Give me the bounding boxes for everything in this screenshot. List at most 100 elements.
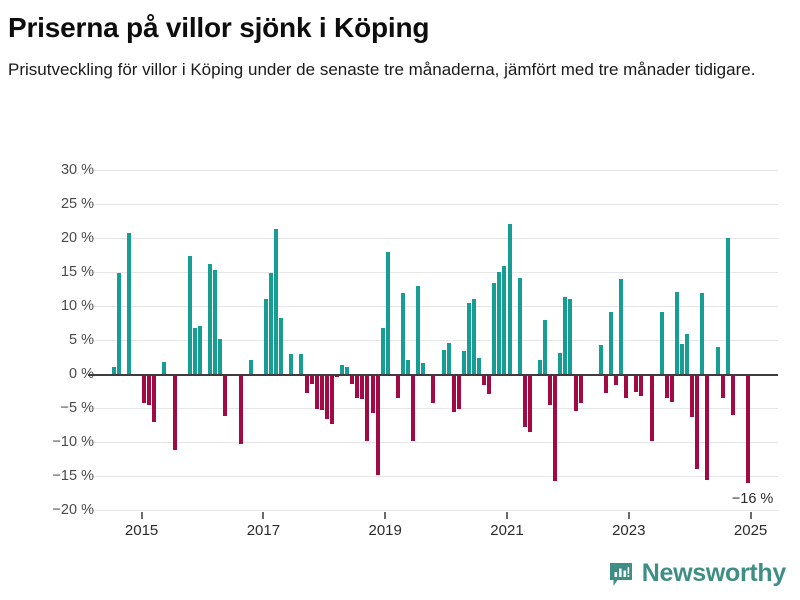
bar — [213, 269, 218, 374]
bar — [522, 374, 527, 428]
bar — [482, 374, 487, 385]
bar — [502, 265, 507, 374]
bar — [192, 328, 197, 374]
x-axis: 2015 2017 2019 2021 2023 2025 — [88, 510, 778, 550]
bar — [360, 374, 365, 400]
bar — [705, 374, 710, 481]
bar — [365, 374, 370, 442]
logo-wordmark: Newsworthy — [641, 559, 787, 587]
bar — [573, 374, 578, 412]
bar — [304, 374, 309, 394]
bar — [299, 354, 304, 374]
bar — [208, 263, 213, 374]
bar — [187, 256, 192, 374]
bar — [142, 374, 147, 404]
x-axis-tick-label: 2023 — [612, 522, 646, 539]
bar — [507, 224, 512, 374]
bar — [492, 282, 497, 374]
y-axis-tick-label: 15 % — [60, 264, 94, 280]
bar — [690, 374, 695, 417]
bar — [634, 374, 639, 393]
x-axis-tick-mark — [627, 512, 630, 519]
x-axis-tick-label: 2017 — [246, 522, 281, 539]
gridline — [88, 476, 778, 477]
bar — [466, 302, 471, 374]
bar — [411, 374, 416, 441]
bar — [497, 272, 502, 374]
bar — [680, 344, 685, 374]
bar — [451, 374, 456, 413]
bar — [172, 374, 177, 451]
bar — [558, 352, 563, 374]
bar — [395, 374, 400, 398]
bar — [563, 297, 568, 374]
bar — [355, 374, 360, 399]
bar — [248, 360, 253, 374]
gridline — [88, 510, 778, 511]
bar — [319, 374, 324, 411]
x-axis-tick-label: 2025 — [733, 522, 768, 539]
bar — [289, 353, 294, 374]
y-axis-tick-label: −20 % — [52, 502, 94, 518]
y-axis-tick-label: −5 % — [60, 400, 94, 416]
bar — [669, 374, 674, 402]
bar — [725, 238, 730, 374]
bar — [477, 358, 482, 374]
bar — [649, 374, 654, 442]
bar — [446, 343, 451, 374]
gridline — [88, 442, 778, 443]
bar — [197, 326, 202, 374]
bar — [659, 312, 664, 374]
bar — [695, 374, 700, 469]
bar — [406, 360, 411, 374]
bar — [370, 374, 375, 414]
bar — [746, 374, 751, 483]
bar — [400, 293, 405, 374]
chart-container: 30 % 25 % 20 % 15 % 10 % 5 % 0 % −5 % −10 % −15 %… — [0, 160, 800, 540]
bar — [720, 374, 725, 399]
bar — [517, 278, 522, 374]
zero-axis-line — [88, 374, 778, 376]
bar — [329, 374, 334, 425]
plot-area — [88, 170, 778, 511]
bar — [162, 362, 167, 374]
bar — [664, 374, 669, 398]
bar — [548, 374, 553, 406]
value-annotation: −16 % — [731, 490, 774, 507]
bar — [614, 374, 619, 385]
bar — [345, 366, 350, 374]
bar — [416, 286, 421, 374]
x-axis-tick-label: 2019 — [368, 522, 402, 539]
y-axis-tick-label: 30 % — [60, 162, 94, 178]
bar — [700, 293, 705, 374]
bar — [238, 374, 243, 445]
bars-group — [88, 170, 778, 510]
bar — [487, 374, 492, 394]
x-axis-tick-mark — [749, 512, 752, 519]
y-axis-tick-label: 25 % — [60, 196, 94, 212]
bar — [441, 350, 446, 374]
page-title: Priserna på villor sjönk i Köping — [8, 12, 430, 43]
x-axis-tick-mark — [140, 512, 143, 519]
gridline — [88, 170, 778, 171]
bar — [543, 319, 548, 374]
bar — [218, 338, 223, 374]
x-axis-tick-mark — [262, 512, 265, 519]
bar — [431, 374, 436, 403]
bar — [279, 318, 284, 374]
y-axis-tick-label: 10 % — [60, 298, 94, 314]
bar — [472, 299, 476, 374]
bar — [350, 374, 355, 385]
bar — [324, 374, 329, 419]
bar — [385, 251, 390, 374]
gridline — [88, 204, 778, 205]
bar — [263, 298, 268, 374]
bar — [675, 292, 679, 374]
bar-chart-speech-bubble-icon — [608, 561, 634, 587]
gridline — [88, 408, 778, 409]
bar — [269, 273, 273, 374]
chart-header: Priserna på villor sjönk i Köping Prisut… — [0, 0, 800, 83]
y-axis-tick-label: 0 % — [69, 366, 94, 382]
bar — [309, 374, 314, 385]
